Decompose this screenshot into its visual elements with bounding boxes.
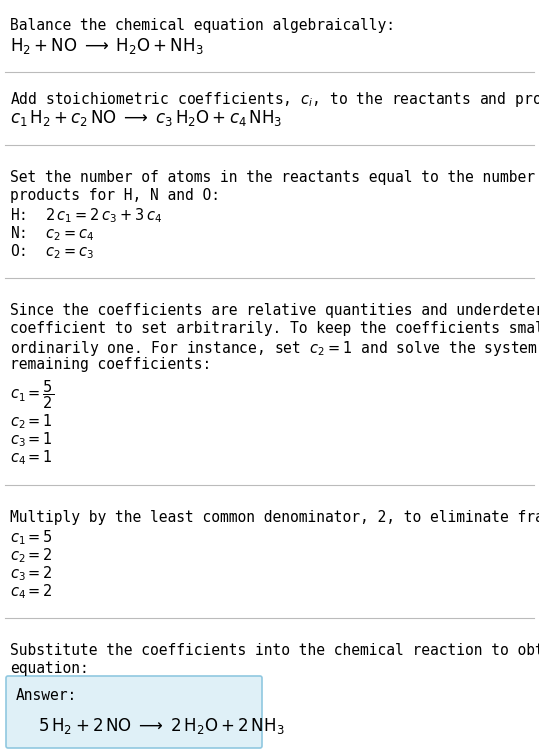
Text: Substitute the coefficients into the chemical reaction to obtain the balanced: Substitute the coefficients into the che… xyxy=(10,643,539,658)
Text: H:  $2\,c_1 = 2\,c_3 + 3\,c_4$: H: $2\,c_1 = 2\,c_3 + 3\,c_4$ xyxy=(10,206,162,225)
Text: products for H, N and O:: products for H, N and O: xyxy=(10,188,220,203)
Text: $c_2 = 2$: $c_2 = 2$ xyxy=(10,546,53,565)
Text: Answer:: Answer: xyxy=(16,688,77,703)
Text: $\mathrm{H_2 + NO} \;\longrightarrow\; \mathrm{H_2O + NH_3}$: $\mathrm{H_2 + NO} \;\longrightarrow\; \… xyxy=(10,36,204,56)
Text: O:  $c_2 = c_3$: O: $c_2 = c_3$ xyxy=(10,242,94,261)
FancyBboxPatch shape xyxy=(6,676,262,748)
Text: Multiply by the least common denominator, 2, to eliminate fractional coefficient: Multiply by the least common denominator… xyxy=(10,510,539,525)
Text: Since the coefficients are relative quantities and underdetermined, choose a: Since the coefficients are relative quan… xyxy=(10,303,539,318)
Text: $c_1\,\mathrm{H_2} + c_2\,\mathrm{NO} \;\longrightarrow\; c_3\,\mathrm{H_2O} + c: $c_1\,\mathrm{H_2} + c_2\,\mathrm{NO} \;… xyxy=(10,108,282,128)
Text: remaining coefficients:: remaining coefficients: xyxy=(10,357,211,372)
Text: N:  $c_2 = c_4$: N: $c_2 = c_4$ xyxy=(10,224,94,243)
Text: $c_2 = 1$: $c_2 = 1$ xyxy=(10,412,53,431)
Text: $5\,\mathrm{H_2} + 2\,\mathrm{NO} \;\longrightarrow\; 2\,\mathrm{H_2O} + 2\,\mat: $5\,\mathrm{H_2} + 2\,\mathrm{NO} \;\lon… xyxy=(38,716,285,736)
Text: Set the number of atoms in the reactants equal to the number of atoms in the: Set the number of atoms in the reactants… xyxy=(10,170,539,185)
Text: $c_4 = 1$: $c_4 = 1$ xyxy=(10,448,53,467)
Text: Add stoichiometric coefficients, $c_i$, to the reactants and products:: Add stoichiometric coefficients, $c_i$, … xyxy=(10,90,539,109)
Text: equation:: equation: xyxy=(10,661,89,676)
Text: $c_1 = 5$: $c_1 = 5$ xyxy=(10,528,53,547)
Text: coefficient to set arbitrarily. To keep the coefficients small, the arbitrary va: coefficient to set arbitrarily. To keep … xyxy=(10,321,539,336)
Text: Balance the chemical equation algebraically:: Balance the chemical equation algebraica… xyxy=(10,18,395,33)
Text: $c_3 = 1$: $c_3 = 1$ xyxy=(10,430,53,449)
Text: $c_3 = 2$: $c_3 = 2$ xyxy=(10,564,53,583)
Text: $c_1 = \dfrac{5}{2}$: $c_1 = \dfrac{5}{2}$ xyxy=(10,378,54,411)
Text: ordinarily one. For instance, set $c_2 = 1$ and solve the system of equations fo: ordinarily one. For instance, set $c_2 =… xyxy=(10,339,539,358)
Text: $c_4 = 2$: $c_4 = 2$ xyxy=(10,582,53,601)
